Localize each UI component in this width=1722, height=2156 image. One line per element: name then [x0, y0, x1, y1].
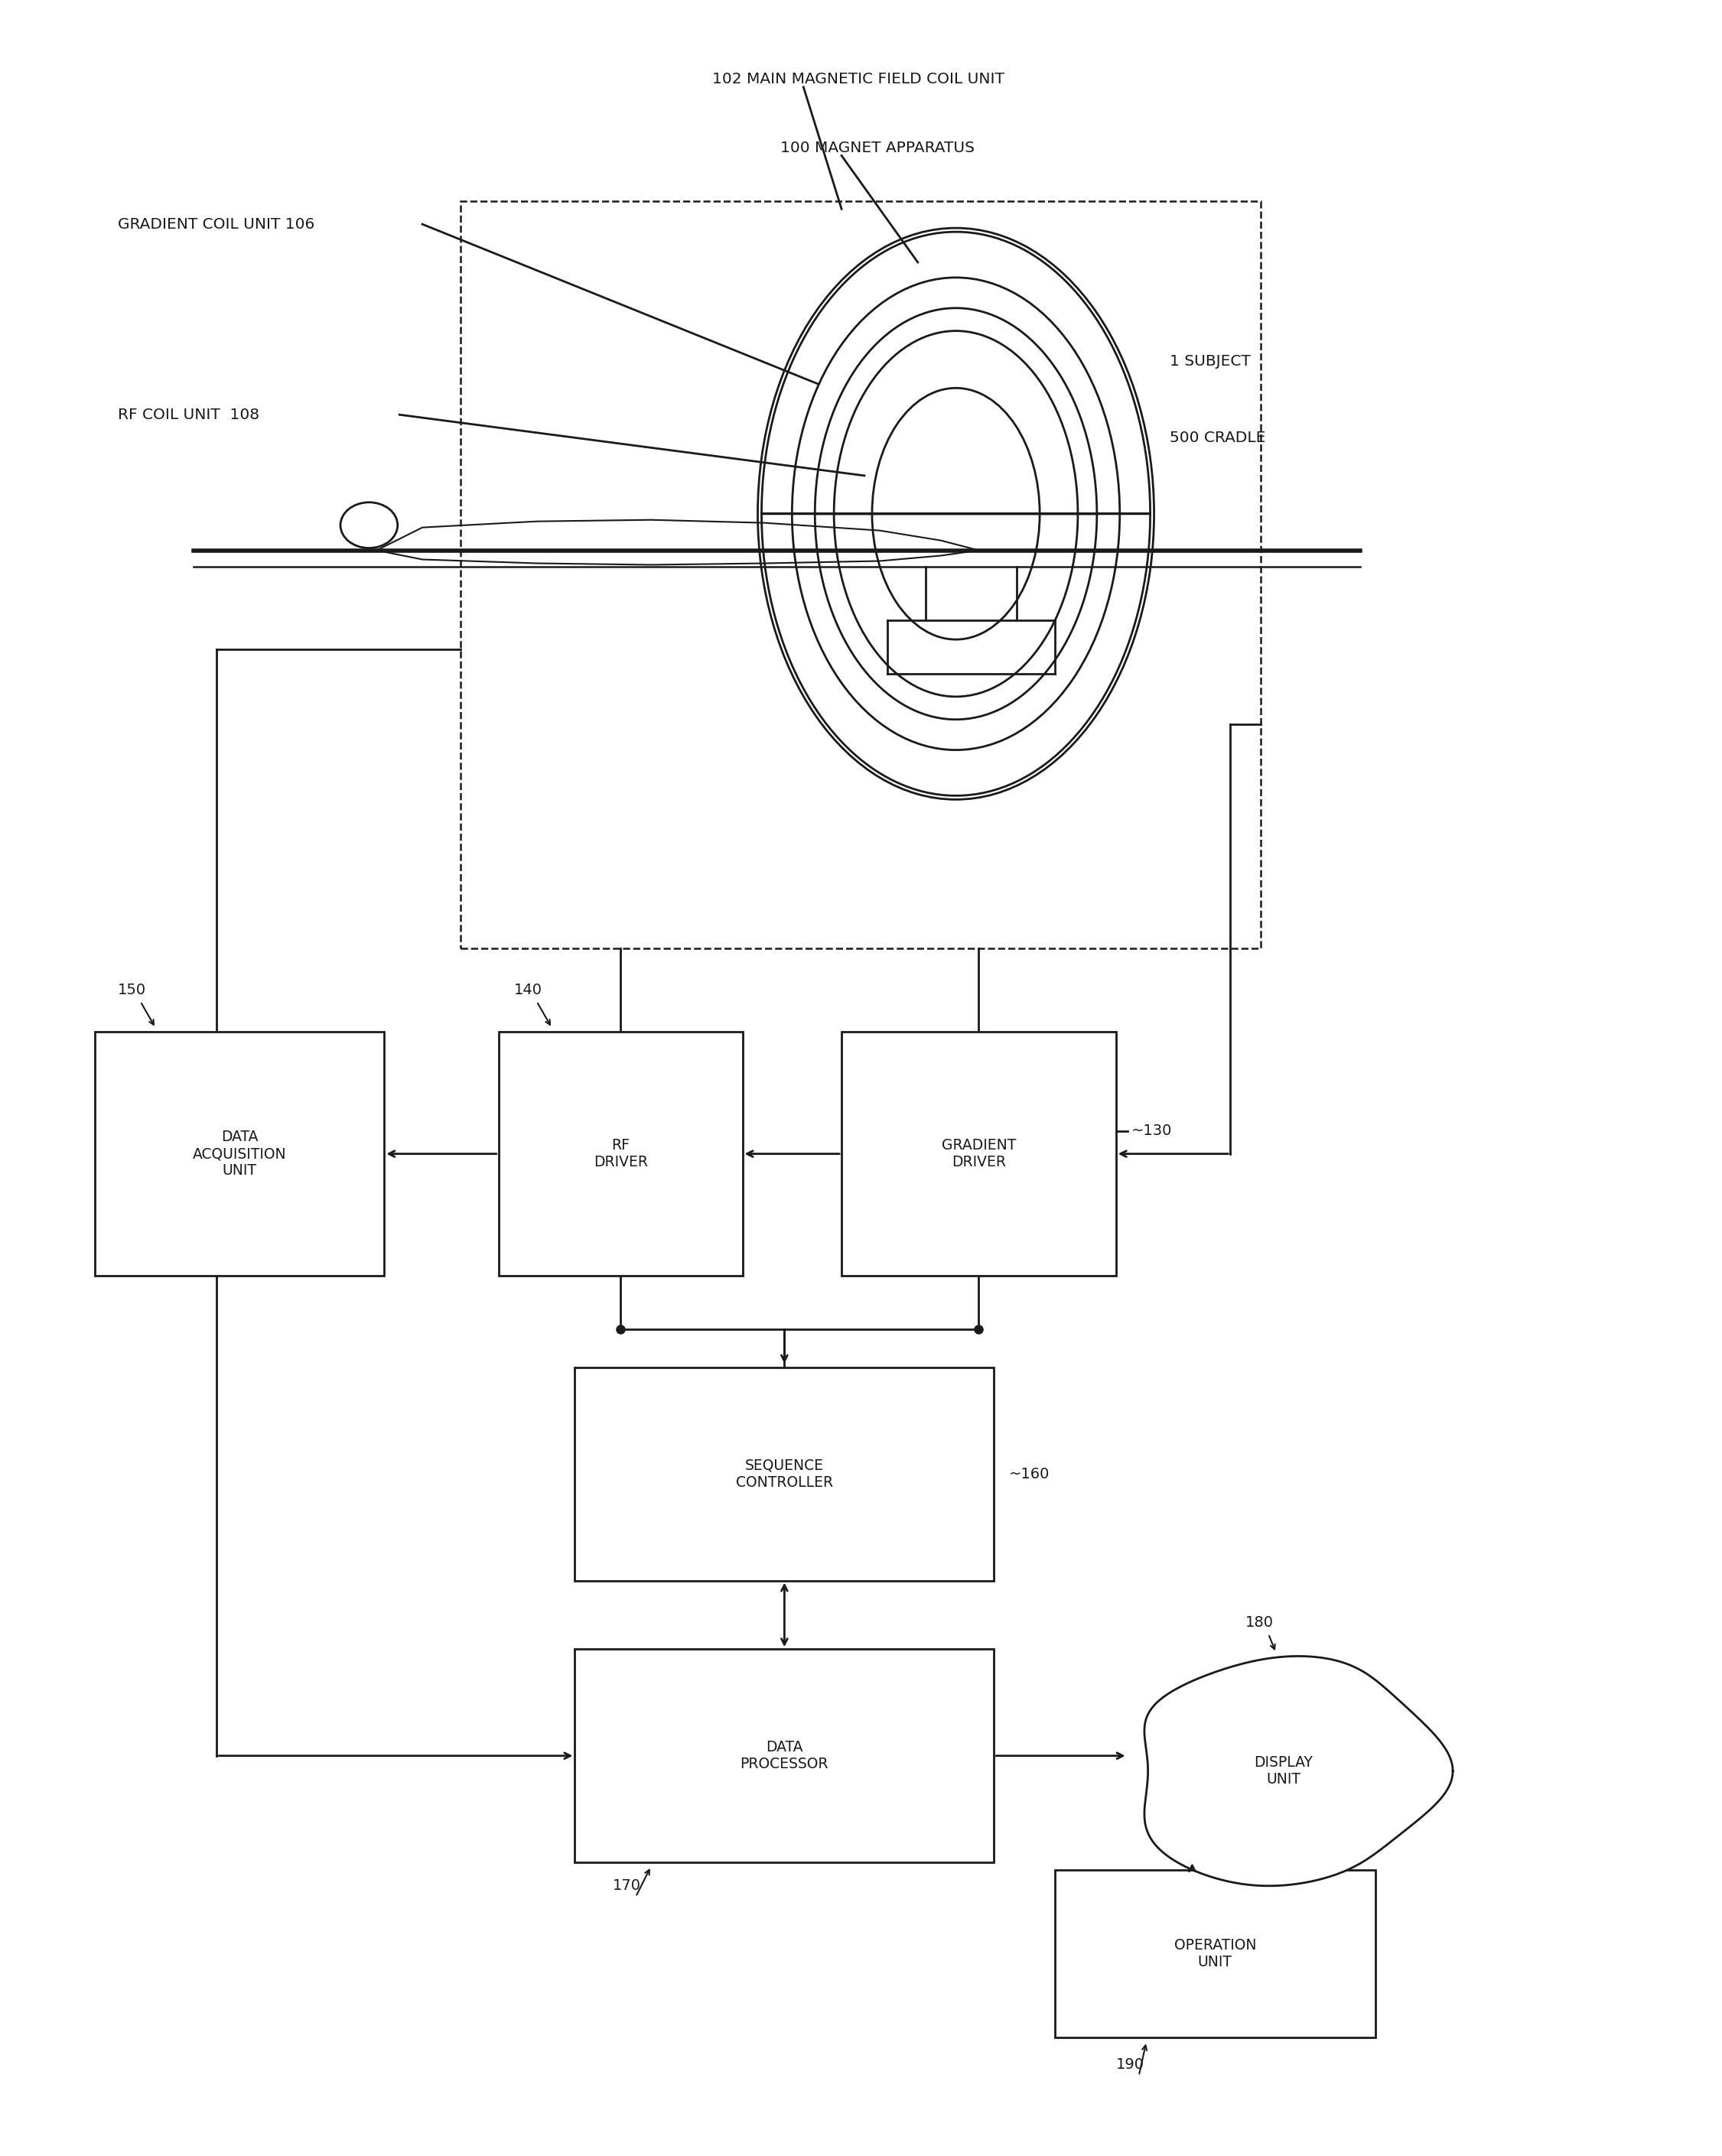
Text: ~130: ~130: [1131, 1123, 1173, 1138]
Bar: [575, 1367, 994, 1580]
Text: 180: 180: [1245, 1615, 1274, 1630]
Text: 102 MAIN MAGNETIC FIELD COIL UNIT: 102 MAIN MAGNETIC FIELD COIL UNIT: [711, 71, 1004, 86]
Text: ~160: ~160: [1009, 1466, 1050, 1481]
Text: 170: 170: [613, 1878, 641, 1893]
Bar: [460, 201, 1261, 949]
Bar: [575, 1649, 994, 1863]
Text: 190: 190: [1116, 2057, 1143, 2072]
Text: 150: 150: [117, 983, 146, 998]
Text: GRADIENT
DRIVER: GRADIENT DRIVER: [942, 1138, 1016, 1169]
Text: 140: 140: [513, 983, 542, 998]
Text: 1 SUBJECT: 1 SUBJECT: [1169, 354, 1250, 369]
Polygon shape: [1145, 1656, 1453, 1886]
Text: RF COIL UNIT  108: RF COIL UNIT 108: [117, 407, 258, 423]
Text: RF
DRIVER: RF DRIVER: [594, 1138, 647, 1169]
Bar: [499, 1033, 742, 1276]
Text: OPERATION
UNIT: OPERATION UNIT: [1174, 1938, 1255, 1971]
Bar: [1056, 1869, 1376, 2037]
Text: DATA
ACQUISITION
UNIT: DATA ACQUISITION UNIT: [193, 1130, 286, 1177]
Text: 500 CRADLE: 500 CRADLE: [1169, 431, 1266, 444]
Ellipse shape: [871, 388, 1040, 640]
Bar: [842, 1033, 1116, 1276]
Text: DATA
PROCESSOR: DATA PROCESSOR: [740, 1740, 828, 1772]
Text: GRADIENT COIL UNIT 106: GRADIENT COIL UNIT 106: [117, 218, 315, 231]
Bar: [95, 1033, 384, 1276]
Text: DISPLAY
UNIT: DISPLAY UNIT: [1254, 1755, 1312, 1787]
Text: SEQUENCE
CONTROLLER: SEQUENCE CONTROLLER: [735, 1457, 833, 1490]
Text: 100 MAGNET APPARATUS: 100 MAGNET APPARATUS: [780, 140, 975, 155]
